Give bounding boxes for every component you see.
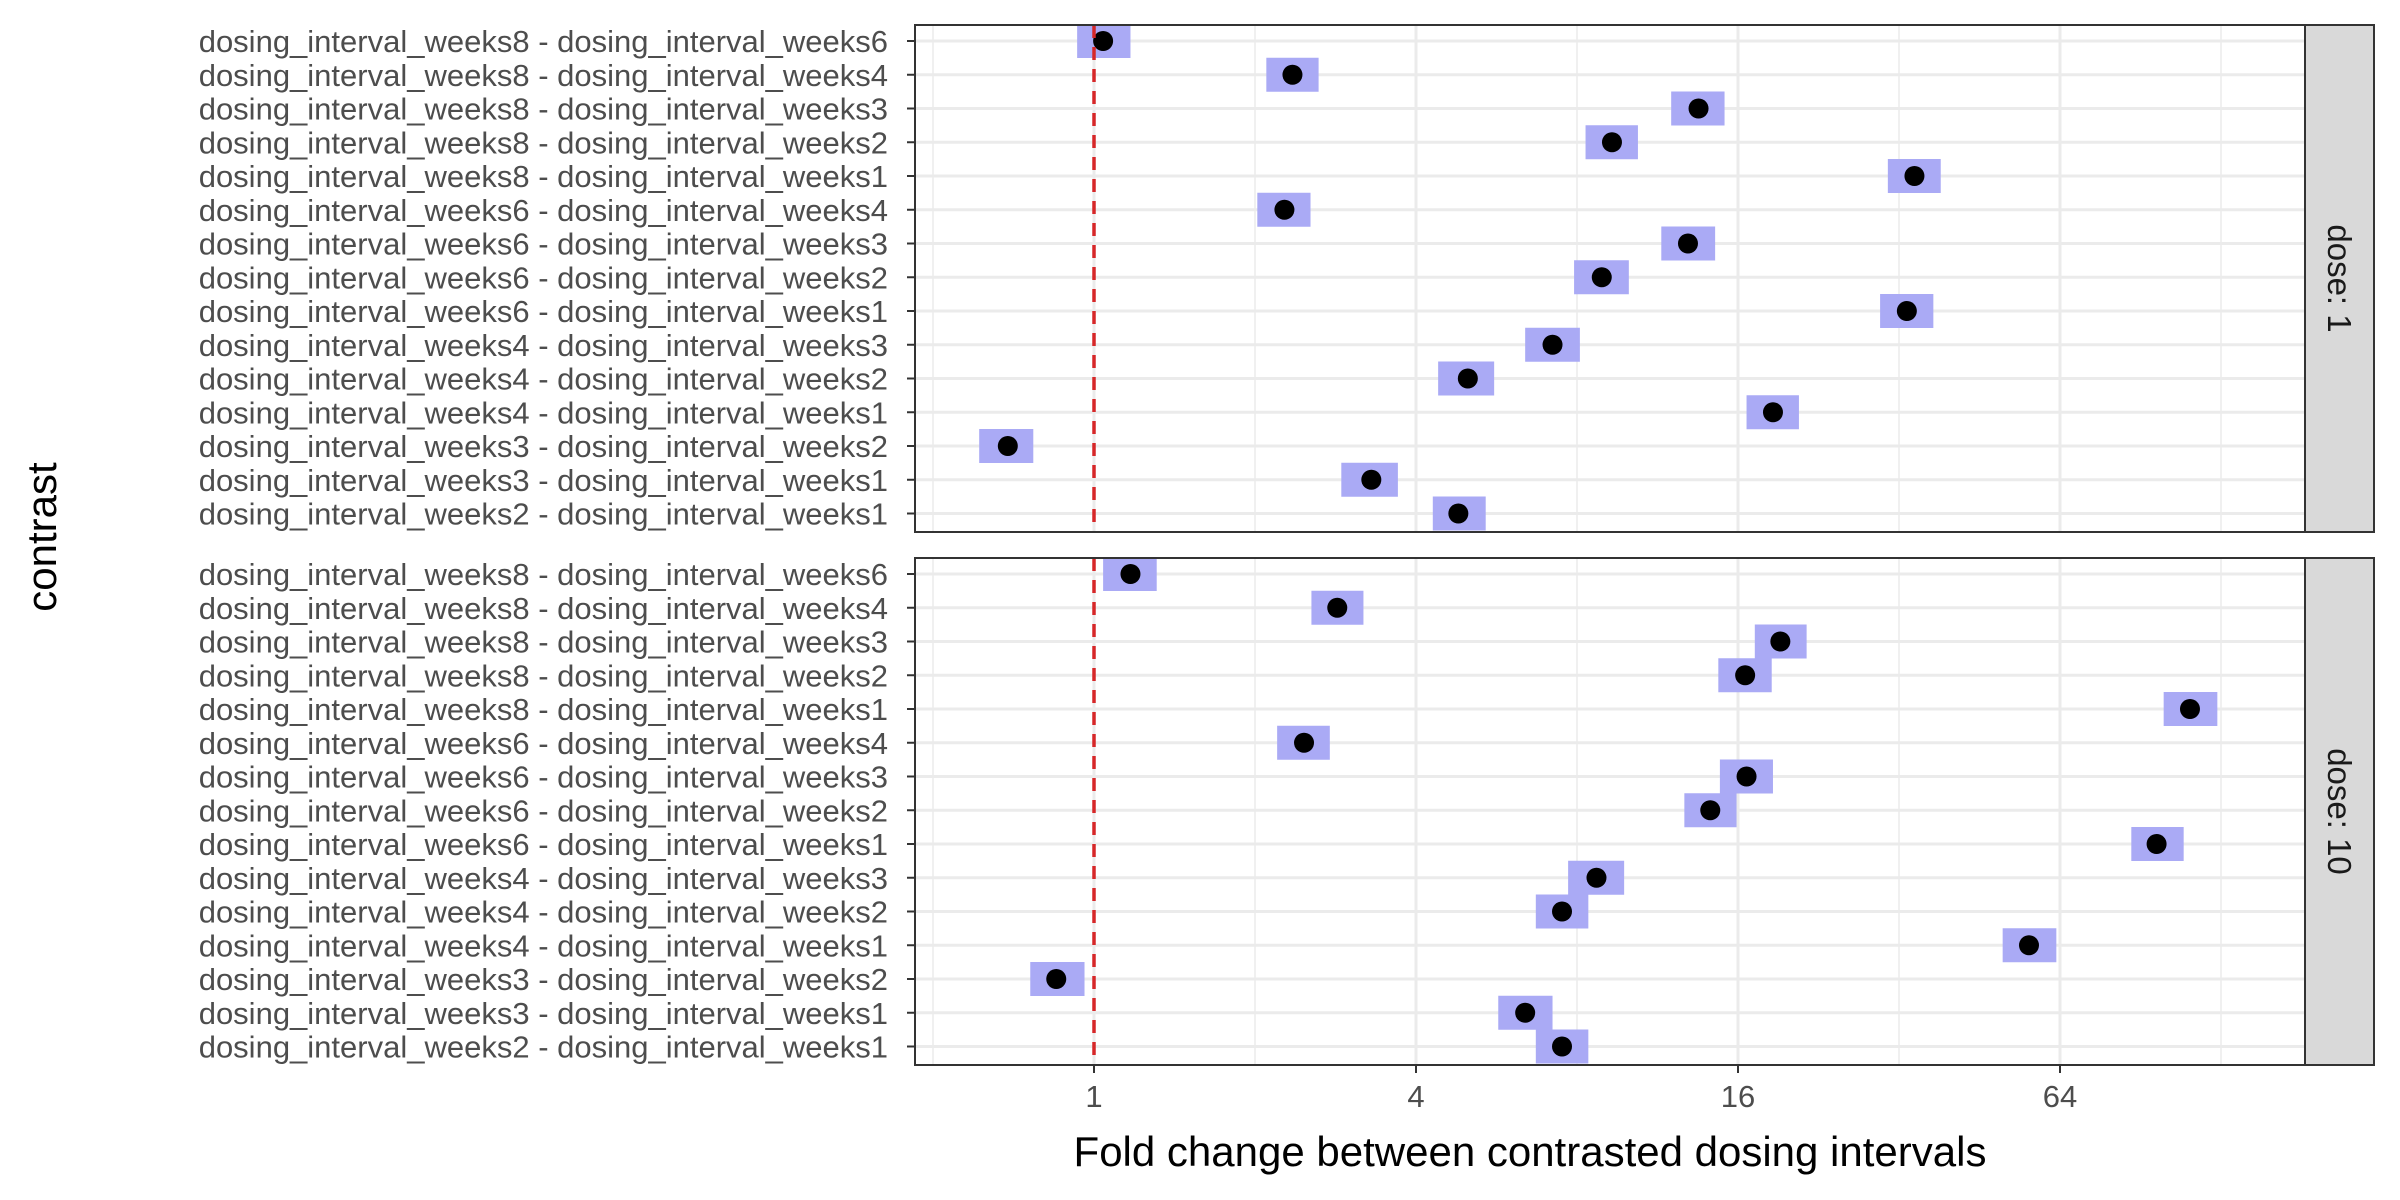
panels-layer: dosing_interval_weeks8 - dosing_interval… [199,24,2375,1066]
estimate-point [1896,301,1917,321]
contrast-label: dosing_interval_weeks8 - dosing_interval… [199,692,888,727]
contrast-label: dosing_interval_weeks8 - dosing_interval… [199,159,888,194]
contrast-label: dosing_interval_weeks3 - dosing_interval… [199,429,888,464]
contrast-label: dosing_interval_weeks8 - dosing_interval… [199,557,888,592]
estimate-point [2146,834,2167,854]
estimate-point [1515,1002,1536,1023]
contrast-label: dosing_interval_weeks6 - dosing_interval… [199,827,888,862]
estimate-point [1770,631,1791,652]
estimate-point [1586,867,1607,888]
estimate-point [1274,199,1295,220]
contrast-label: dosing_interval_weeks8 - dosing_interval… [199,92,888,127]
contrast-label: dosing_interval_weeks3 - dosing_interval… [199,463,888,498]
contrast-label: dosing_interval_weeks3 - dosing_interval… [199,962,888,997]
contrast-label: dosing_interval_weeks6 - dosing_interval… [199,227,888,262]
contrast-label: dosing_interval_weeks8 - dosing_interval… [199,658,888,693]
estimate-point [1046,969,1067,989]
y-axis-title: contrast [18,462,65,612]
estimate-point [1327,597,1348,618]
x-axis: 1 4 16 64 [1085,1065,2077,1114]
panel-2: dosing_interval_weeks8 - dosing_interval… [199,557,2375,1066]
contrast-label: dosing_interval_weeks4 - dosing_interval… [199,895,888,930]
contrast-label: dosing_interval_weeks6 - dosing_interval… [199,760,888,795]
estimate-point [1552,1036,1573,1057]
estimate-point [1762,402,1783,423]
contrast-label: dosing_interval_weeks6 - dosing_interval… [199,294,888,329]
panel-1: dosing_interval_weeks8 - dosing_interval… [199,24,2375,533]
estimate-point [1735,665,1756,686]
contrast-label: dosing_interval_weeks6 - dosing_interval… [199,193,888,228]
contrast-label: dosing_interval_weeks6 - dosing_interval… [199,726,888,761]
estimate-point [997,436,1018,456]
contrast-label: dosing_interval_weeks4 - dosing_interval… [199,395,888,430]
estimate-point [1601,132,1622,153]
contrast-label: dosing_interval_weeks4 - dosing_interval… [199,328,888,363]
x-tick-label: 64 [2043,1079,2077,1114]
contrast-label: dosing_interval_weeks4 - dosing_interval… [199,928,888,963]
estimate-point [1448,503,1469,524]
estimate-point [1294,732,1315,753]
estimate-point [2179,699,2200,719]
estimate-point [1093,31,1114,51]
facet-strip-label: dose: 1 [2321,224,2358,332]
facet-strip [2304,557,2375,1066]
contrast-label: dosing_interval_weeks2 - dosing_interval… [199,497,888,532]
contrast-label: dosing_interval_weeks8 - dosing_interval… [199,58,888,93]
contrast-label: dosing_interval_weeks8 - dosing_interval… [199,24,888,59]
contrast-label: dosing_interval_weeks3 - dosing_interval… [199,996,888,1031]
estimate-point [1120,564,1141,584]
estimate-point [1282,64,1303,85]
estimate-point [2018,935,2039,956]
estimate-point [1736,766,1757,787]
contrast-label: dosing_interval_weeks6 - dosing_interval… [199,793,888,828]
estimate-point [1361,469,1382,490]
contrast-label: dosing_interval_weeks8 - dosing_interval… [199,591,888,626]
estimate-point [1677,233,1698,254]
estimate-point [1904,166,1925,186]
contrast-label: dosing_interval_weeks4 - dosing_interval… [199,362,888,397]
estimate-point [1688,98,1709,119]
contrast-label: dosing_interval_weeks4 - dosing_interval… [199,861,888,896]
contrast-label: dosing_interval_weeks8 - dosing_interval… [199,625,888,660]
facet-strip-label: dose: 10 [2321,748,2358,875]
estimate-point [1552,901,1573,922]
estimate-point [1591,267,1612,288]
facet-strip [2304,24,2375,533]
x-axis-title: Fold change between contrasted dosing in… [1074,1128,1987,1175]
x-tick-label: 4 [1407,1079,1424,1114]
x-tick-label: 16 [1721,1079,1755,1114]
estimate-point [1700,800,1721,821]
contrast-label: dosing_interval_weeks6 - dosing_interval… [199,260,888,295]
estimate-point [1457,368,1478,389]
contrast-label: dosing_interval_weeks2 - dosing_interval… [199,1030,888,1065]
contrast-label: dosing_interval_weeks8 - dosing_interval… [199,125,888,160]
estimate-point [1542,334,1563,355]
x-tick-label: 1 [1085,1079,1102,1114]
